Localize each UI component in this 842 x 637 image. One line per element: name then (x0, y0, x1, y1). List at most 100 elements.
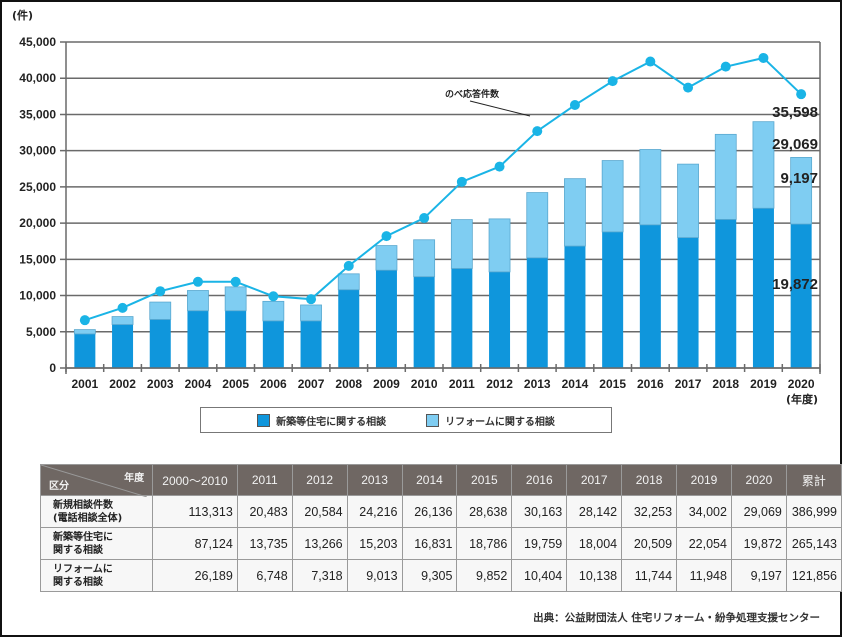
line-point-2015 (607, 76, 618, 87)
table-cell: 121,856 (785, 559, 842, 592)
bar-newbuild-2006 (262, 320, 284, 368)
bar-reform-2001 (73, 329, 96, 335)
x-tick-label: 2013 (524, 377, 551, 391)
table-cell: 9,852 (456, 559, 513, 592)
table-cell: 19,759 (511, 527, 568, 560)
bar-reform-2006 (262, 300, 285, 322)
table-cell: 29,069 (730, 495, 787, 528)
table-cell: 265,143 (785, 527, 842, 560)
table-cell: 13,735 (236, 527, 293, 560)
bar-newbuild-2019 (752, 208, 774, 368)
line-point-2014 (569, 100, 580, 111)
table-cell: 13,266 (291, 527, 348, 560)
bar-reform-2013 (526, 192, 549, 259)
column-header: 2015 (456, 464, 513, 496)
table-cell: 11,744 (621, 559, 678, 592)
bar-newbuild-2009 (375, 270, 397, 368)
table-row: 新築等住宅に 関する相談 87,124 13,735 13,266 15,203 16,83… (39, 527, 842, 560)
y-tick-label: 15,000 (19, 252, 56, 266)
x-tick-label: 2017 (675, 377, 702, 391)
legend-swatch-newbuild (257, 413, 271, 427)
annotation-new-consultations-2020: 29,069 (772, 136, 818, 153)
column-header: 2011 (236, 464, 293, 496)
table-cell: 34,002 (676, 495, 732, 528)
bar-reform-2005 (224, 286, 247, 312)
bar-reform-2008 (337, 273, 360, 291)
bar-reform-2018 (714, 133, 737, 220)
bar-newbuild-2010 (413, 276, 435, 368)
bar-reform-2007 (300, 304, 322, 322)
annotation-total-responses-2020: 35,598 (772, 104, 818, 121)
bar-reform-2004 (187, 290, 209, 312)
x-tick-label: 2004 (185, 377, 212, 391)
x-tick-label: 2007 (298, 377, 325, 391)
table-cell: 26,189 (152, 559, 238, 592)
y-tick-label: 20,000 (19, 216, 56, 230)
chart-legend: 新築等住宅に関する相談 リフォームに関する相談 (200, 407, 612, 433)
table-cell: 28,142 (566, 495, 623, 528)
bar-reform-2014 (564, 178, 586, 247)
row-label-line1: 新築等住宅に (53, 531, 113, 543)
annotation-newbuild-2020: 19,872 (772, 276, 818, 293)
bar-newbuild-2020 (790, 224, 812, 368)
line-point-2017 (683, 82, 694, 93)
y-tick-label: 45,000 (19, 35, 56, 49)
x-tick-label: 2014 (562, 377, 589, 391)
bar-newbuild-2007 (300, 320, 322, 368)
table-cell: 6,748 (236, 559, 293, 592)
table-cell: 20,509 (621, 527, 678, 560)
table-cell: 10,138 (566, 559, 623, 592)
row-label-line1: 新規相談件数 (53, 499, 113, 511)
line-point-2006 (268, 291, 279, 302)
x-tick-label: 2003 (147, 377, 174, 391)
table-cell: 18,786 (456, 527, 513, 560)
line-series-label: のべ応答件数 (445, 88, 500, 100)
x-tick-label: 2006 (260, 377, 287, 391)
bar-reform-2020 (790, 157, 813, 225)
bar-reform-2012 (488, 218, 511, 273)
bar-newbuild-2017 (677, 237, 699, 368)
table-cell: 9,305 (401, 559, 458, 592)
annotation-reform-2020: 9,197 (780, 170, 818, 187)
bar-reform-2016 (639, 149, 662, 226)
bar-newbuild-2013 (526, 257, 548, 368)
column-header: 2017 (566, 464, 623, 496)
line-point-2016 (645, 56, 656, 67)
table-cell: 19,872 (730, 527, 787, 560)
column-header: 2018 (621, 464, 678, 496)
chart: (件) 0 5,000 10,000 15,000 20,000 25,000 30,000… (12, 8, 821, 405)
line-point-2001 (79, 315, 90, 326)
table-corner-cell: 年度 区分 (39, 464, 154, 497)
bar-newbuild-2018 (715, 219, 737, 368)
corner-year-label: 年度 (124, 473, 145, 484)
x-tick-label: 2008 (335, 377, 362, 391)
column-header: 2016 (511, 464, 568, 496)
legend-swatch-reform (426, 413, 440, 427)
data-table: 年度 区分 2000〜2010 2011 2012 2013 2014 2015… (39, 464, 842, 592)
x-tick-label: 2016 (637, 377, 664, 391)
table-cell: 113,313 (152, 495, 238, 528)
line-point-2012 (494, 161, 505, 172)
line-point-2002 (117, 302, 128, 313)
x-tick-label: 2009 (373, 377, 400, 391)
bar-newbuild-2004 (187, 310, 209, 368)
table-cell: 11,948 (676, 559, 732, 592)
row-label: リフォームに 関する相談 (39, 559, 154, 592)
legend-item-newbuild: 新築等住宅に関する相談 (257, 413, 386, 428)
row-label: 新規相談件数 (電話相談全体) (39, 495, 154, 528)
bar-reform-2003 (149, 301, 172, 320)
y-tick-label: 10,000 (19, 289, 56, 303)
y-tick-label: 5,000 (26, 325, 56, 339)
line-point-2009 (381, 231, 392, 242)
bar-reform-2002 (111, 316, 134, 325)
x-unit-label: (年度) (786, 392, 818, 405)
table-cell: 18,004 (566, 527, 623, 560)
line-label-leader (469, 100, 531, 117)
x-tick-label: 2005 (222, 377, 249, 391)
line-point-2008 (343, 260, 354, 271)
table-cell: 16,831 (401, 527, 458, 560)
row-label-line1: リフォームに (53, 563, 113, 575)
y-tick-label: 40,000 (19, 71, 56, 85)
x-tick-label: 2011 (449, 377, 475, 391)
